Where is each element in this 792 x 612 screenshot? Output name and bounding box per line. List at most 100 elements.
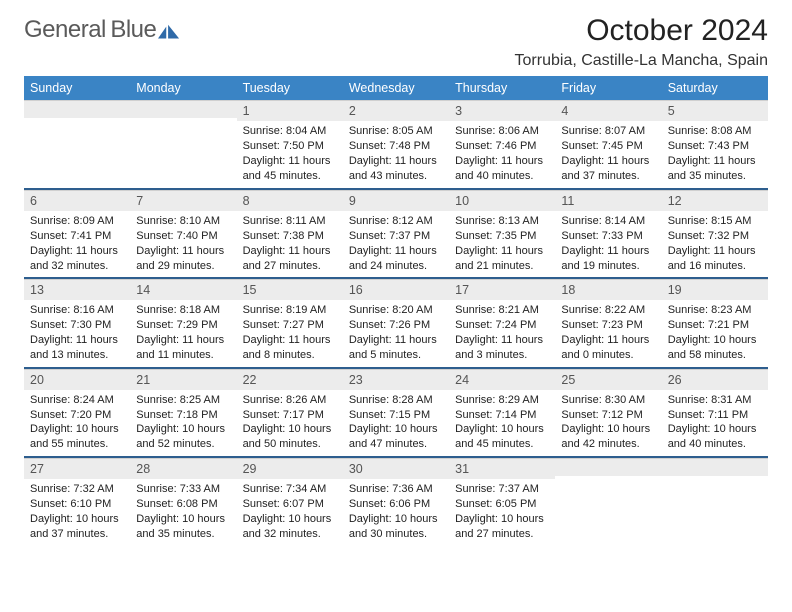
sunset-text: Sunset: 7:29 PM: [136, 318, 230, 333]
day-cell: [662, 457, 768, 545]
day-cell: 22Sunrise: 8:26 AMSunset: 7:17 PMDayligh…: [237, 368, 343, 456]
day-detail: Sunrise: 8:31 AMSunset: 7:11 PMDaylight:…: [662, 390, 768, 456]
day-cell: 30Sunrise: 7:36 AMSunset: 6:06 PMDayligh…: [343, 457, 449, 545]
sunset-text: Sunset: 7:14 PM: [455, 408, 549, 423]
daylight-text: Daylight: 10 hours and 32 minutes.: [243, 512, 337, 542]
sunrise-text: Sunrise: 8:29 AM: [455, 393, 549, 408]
day-detail: Sunrise: 8:28 AMSunset: 7:15 PMDaylight:…: [343, 390, 449, 456]
header: General Blue October 2024 Torrubia, Cast…: [24, 14, 768, 70]
day-number: 27: [24, 458, 130, 479]
daylight-text: Daylight: 11 hours and 40 minutes.: [455, 154, 549, 184]
day-cell: 20Sunrise: 8:24 AMSunset: 7:20 PMDayligh…: [24, 368, 130, 456]
day-number: 1: [237, 100, 343, 121]
day-cell: 23Sunrise: 8:28 AMSunset: 7:15 PMDayligh…: [343, 368, 449, 456]
daylight-text: Daylight: 11 hours and 21 minutes.: [455, 244, 549, 274]
day-cell: 6Sunrise: 8:09 AMSunset: 7:41 PMDaylight…: [24, 189, 130, 277]
location-text: Torrubia, Castille-La Mancha, Spain: [515, 52, 768, 70]
sunset-text: Sunset: 7:33 PM: [561, 229, 655, 244]
daylight-text: Daylight: 10 hours and 37 minutes.: [30, 512, 124, 542]
day-number: 8: [237, 190, 343, 211]
day-detail: Sunrise: 8:23 AMSunset: 7:21 PMDaylight:…: [662, 300, 768, 366]
daylight-text: Daylight: 10 hours and 40 minutes.: [668, 422, 762, 452]
day-cell: 9Sunrise: 8:12 AMSunset: 7:37 PMDaylight…: [343, 189, 449, 277]
day-cell: 31Sunrise: 7:37 AMSunset: 6:05 PMDayligh…: [449, 457, 555, 545]
day-number: 25: [555, 369, 661, 390]
sunset-text: Sunset: 7:11 PM: [668, 408, 762, 423]
calendar-table: Sunday Monday Tuesday Wednesday Thursday…: [24, 76, 768, 546]
sunset-text: Sunset: 7:24 PM: [455, 318, 549, 333]
sunrise-text: Sunrise: 7:33 AM: [136, 482, 230, 497]
day-detail: Sunrise: 8:15 AMSunset: 7:32 PMDaylight:…: [662, 211, 768, 277]
day-number: 7: [130, 190, 236, 211]
day-cell: 10Sunrise: 8:13 AMSunset: 7:35 PMDayligh…: [449, 189, 555, 277]
day-number: 5: [662, 100, 768, 121]
sunset-text: Sunset: 7:30 PM: [30, 318, 124, 333]
day-detail: Sunrise: 8:14 AMSunset: 7:33 PMDaylight:…: [555, 211, 661, 277]
daylight-text: Daylight: 11 hours and 5 minutes.: [349, 333, 443, 363]
sunrise-text: Sunrise: 8:25 AM: [136, 393, 230, 408]
sunrise-text: Sunrise: 8:12 AM: [349, 214, 443, 229]
day-detail: Sunrise: 8:06 AMSunset: 7:46 PMDaylight:…: [449, 121, 555, 187]
daylight-text: Daylight: 11 hours and 13 minutes.: [30, 333, 124, 363]
daylight-text: Daylight: 10 hours and 45 minutes.: [455, 422, 549, 452]
day-cell: 17Sunrise: 8:21 AMSunset: 7:24 PMDayligh…: [449, 278, 555, 366]
day-number: 29: [237, 458, 343, 479]
day-cell: 16 Sunrise: 8:20 AMSunset: 7:26 PMDayligh…: [343, 278, 449, 366]
daylight-text: Daylight: 11 hours and 35 minutes.: [668, 154, 762, 184]
day-detail: Sunrise: 7:32 AMSunset: 6:10 PMDaylight:…: [24, 479, 130, 545]
calendar-page: General Blue October 2024 Torrubia, Cast…: [0, 0, 792, 546]
sunset-text: Sunset: 7:12 PM: [561, 408, 655, 423]
logo-word-2: Blue: [110, 16, 156, 43]
day-number: 23: [343, 369, 449, 390]
sunset-text: Sunset: 7:50 PM: [243, 139, 337, 154]
day-number: 16: [343, 279, 449, 300]
day-detail: Sunrise: 8:08 AMSunset: 7:43 PMDaylight:…: [662, 121, 768, 187]
sunset-text: Sunset: 6:05 PM: [455, 497, 549, 512]
day-cell: 3Sunrise: 8:06 AMSunset: 7:46 PMDaylight…: [449, 100, 555, 188]
daylight-text: Daylight: 11 hours and 29 minutes.: [136, 244, 230, 274]
week-row: 6Sunrise: 8:09 AMSunset: 7:41 PMDaylight…: [24, 189, 768, 277]
daylight-text: Daylight: 10 hours and 55 minutes.: [30, 422, 124, 452]
sunset-text: Sunset: 7:26 PM: [349, 318, 443, 333]
day-number: 10: [449, 190, 555, 211]
day-cell: 5Sunrise: 8:08 AMSunset: 7:43 PMDaylight…: [662, 100, 768, 188]
day-number: 19: [662, 279, 768, 300]
day-detail: Sunrise: 8:10 AMSunset: 7:40 PMDaylight:…: [130, 211, 236, 277]
day-cell: [24, 100, 130, 188]
day-detail: Sunrise: 8:05 AMSunset: 7:48 PMDaylight:…: [343, 121, 449, 187]
sunrise-text: Sunrise: 8:26 AM: [243, 393, 337, 408]
sunrise-text: Sunrise: 8:30 AM: [561, 393, 655, 408]
week-row: 20Sunrise: 8:24 AMSunset: 7:20 PMDayligh…: [24, 368, 768, 456]
sunset-text: Sunset: 7:35 PM: [455, 229, 549, 244]
sunrise-text: Sunrise: 8:11 AM: [243, 214, 337, 229]
day-number: [130, 100, 236, 118]
sunrise-text: Sunrise: 8:28 AM: [349, 393, 443, 408]
sunrise-text: Sunrise: 7:32 AM: [30, 482, 124, 497]
day-cell: 27Sunrise: 7:32 AMSunset: 6:10 PMDayligh…: [24, 457, 130, 545]
daylight-text: Daylight: 11 hours and 16 minutes.: [668, 244, 762, 274]
day-number: 31: [449, 458, 555, 479]
day-number: 28: [130, 458, 236, 479]
sunrise-text: Sunrise: 8:20 AM: [349, 303, 443, 318]
daylight-text: Daylight: 10 hours and 50 minutes.: [243, 422, 337, 452]
sunset-text: Sunset: 7:38 PM: [243, 229, 337, 244]
sunset-text: Sunset: 7:21 PM: [668, 318, 762, 333]
sunrise-text: Sunrise: 7:37 AM: [455, 482, 549, 497]
day-detail: Sunrise: 7:37 AMSunset: 6:05 PMDaylight:…: [449, 479, 555, 545]
sunset-text: Sunset: 6:06 PM: [349, 497, 443, 512]
daylight-text: Daylight: 11 hours and 37 minutes.: [561, 154, 655, 184]
day-cell: 19Sunrise: 8:23 AMSunset: 7:21 PMDayligh…: [662, 278, 768, 366]
sunset-text: Sunset: 7:18 PM: [136, 408, 230, 423]
sunset-text: Sunset: 7:48 PM: [349, 139, 443, 154]
day-number: [555, 458, 661, 476]
day-cell: 21Sunrise: 8:25 AMSunset: 7:18 PMDayligh…: [130, 368, 236, 456]
day-cell: 29Sunrise: 7:34 AMSunset: 6:07 PMDayligh…: [237, 457, 343, 545]
sunset-text: Sunset: 7:45 PM: [561, 139, 655, 154]
col-saturday: Saturday: [662, 76, 768, 100]
sunrise-text: Sunrise: 8:04 AM: [243, 124, 337, 139]
title-block: October 2024 Torrubia, Castille-La Manch…: [515, 14, 768, 70]
sunrise-text: Sunrise: 8:21 AM: [455, 303, 549, 318]
month-title: October 2024: [515, 14, 768, 48]
day-cell: 24Sunrise: 8:29 AMSunset: 7:14 PMDayligh…: [449, 368, 555, 456]
day-detail: Sunrise: 7:36 AMSunset: 6:06 PMDaylight:…: [343, 479, 449, 545]
